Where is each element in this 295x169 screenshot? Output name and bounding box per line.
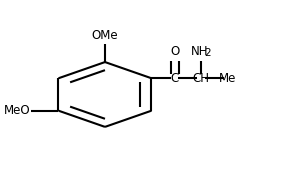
Text: C: C [171, 72, 179, 85]
Text: MeO: MeO [3, 104, 30, 117]
Text: CH: CH [193, 72, 209, 85]
Text: Me: Me [219, 72, 236, 85]
Text: OMe: OMe [92, 29, 118, 42]
Text: O: O [170, 45, 180, 58]
Text: NH: NH [191, 45, 208, 58]
Text: 2: 2 [205, 48, 211, 58]
